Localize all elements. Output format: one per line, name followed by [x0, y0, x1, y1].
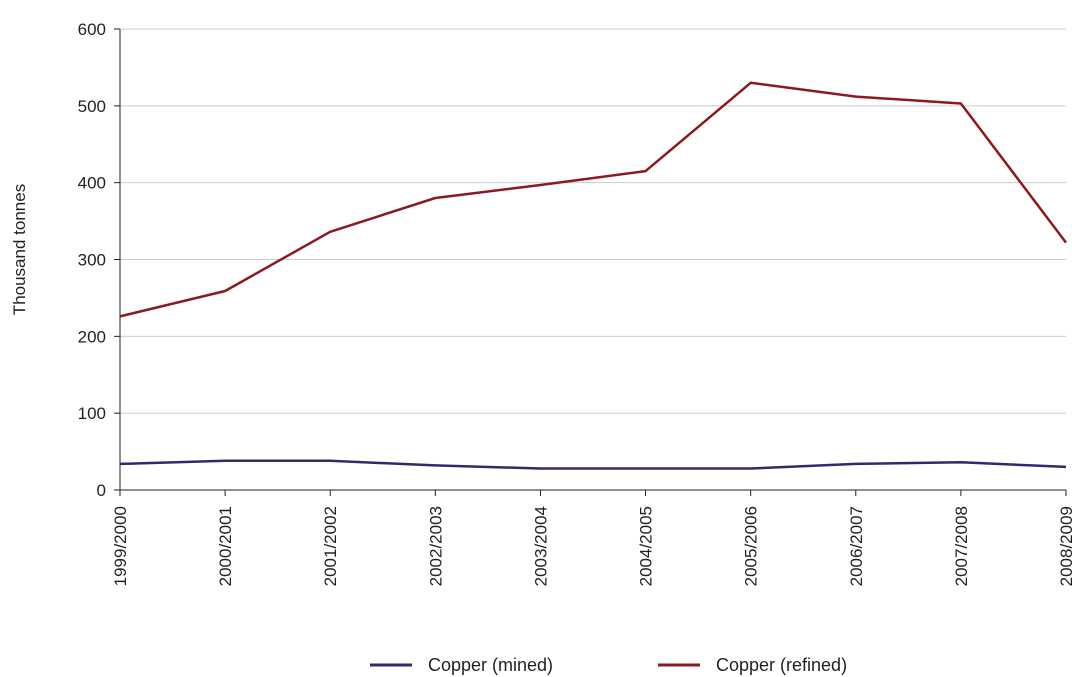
axes: [114, 28, 1067, 496]
series-line: [119, 459, 1067, 470]
series-lines: [119, 81, 1067, 470]
x-tick-label: 2004/2005: [637, 506, 656, 586]
x-tick-label: 2002/2003: [426, 506, 445, 586]
x-tick-label: 2007/2008: [952, 506, 971, 586]
x-tick-label: 1999/2000: [111, 506, 130, 586]
x-tick-labels: 1999/2000 2000/2001 2001/2002 2002/2003 2003…: [111, 506, 1072, 586]
y-tick-label: 400: [78, 174, 106, 193]
y-tick-labels: 0 100 200 300 400 500 600: [78, 20, 106, 500]
y-tick-label: 500: [78, 97, 106, 116]
y-tick-label: 100: [78, 404, 106, 423]
x-tick-label: 2008/2009: [1057, 506, 1072, 586]
y-tick-label: 600: [78, 20, 106, 39]
x-tick-label: 2006/2007: [847, 506, 866, 586]
y-tick-label: 200: [78, 327, 106, 346]
legend-label: Copper (mined): [428, 655, 553, 675]
y-tick-label: 300: [78, 251, 106, 270]
legend: Copper (mined) Copper (refined): [370, 655, 847, 675]
legend-label: Copper (refined): [716, 655, 847, 675]
gridlines: [120, 28, 1066, 414]
y-tick-label: 0: [97, 481, 106, 500]
series-line: [119, 81, 1067, 318]
x-tick-label: 2003/2004: [531, 506, 550, 586]
x-tick-label: 2001/2002: [321, 506, 340, 586]
x-tick-label: 2000/2001: [216, 506, 235, 586]
x-tick-label: 2005/2006: [742, 506, 761, 586]
y-axis-title: Thousand tonnes: [10, 184, 29, 315]
